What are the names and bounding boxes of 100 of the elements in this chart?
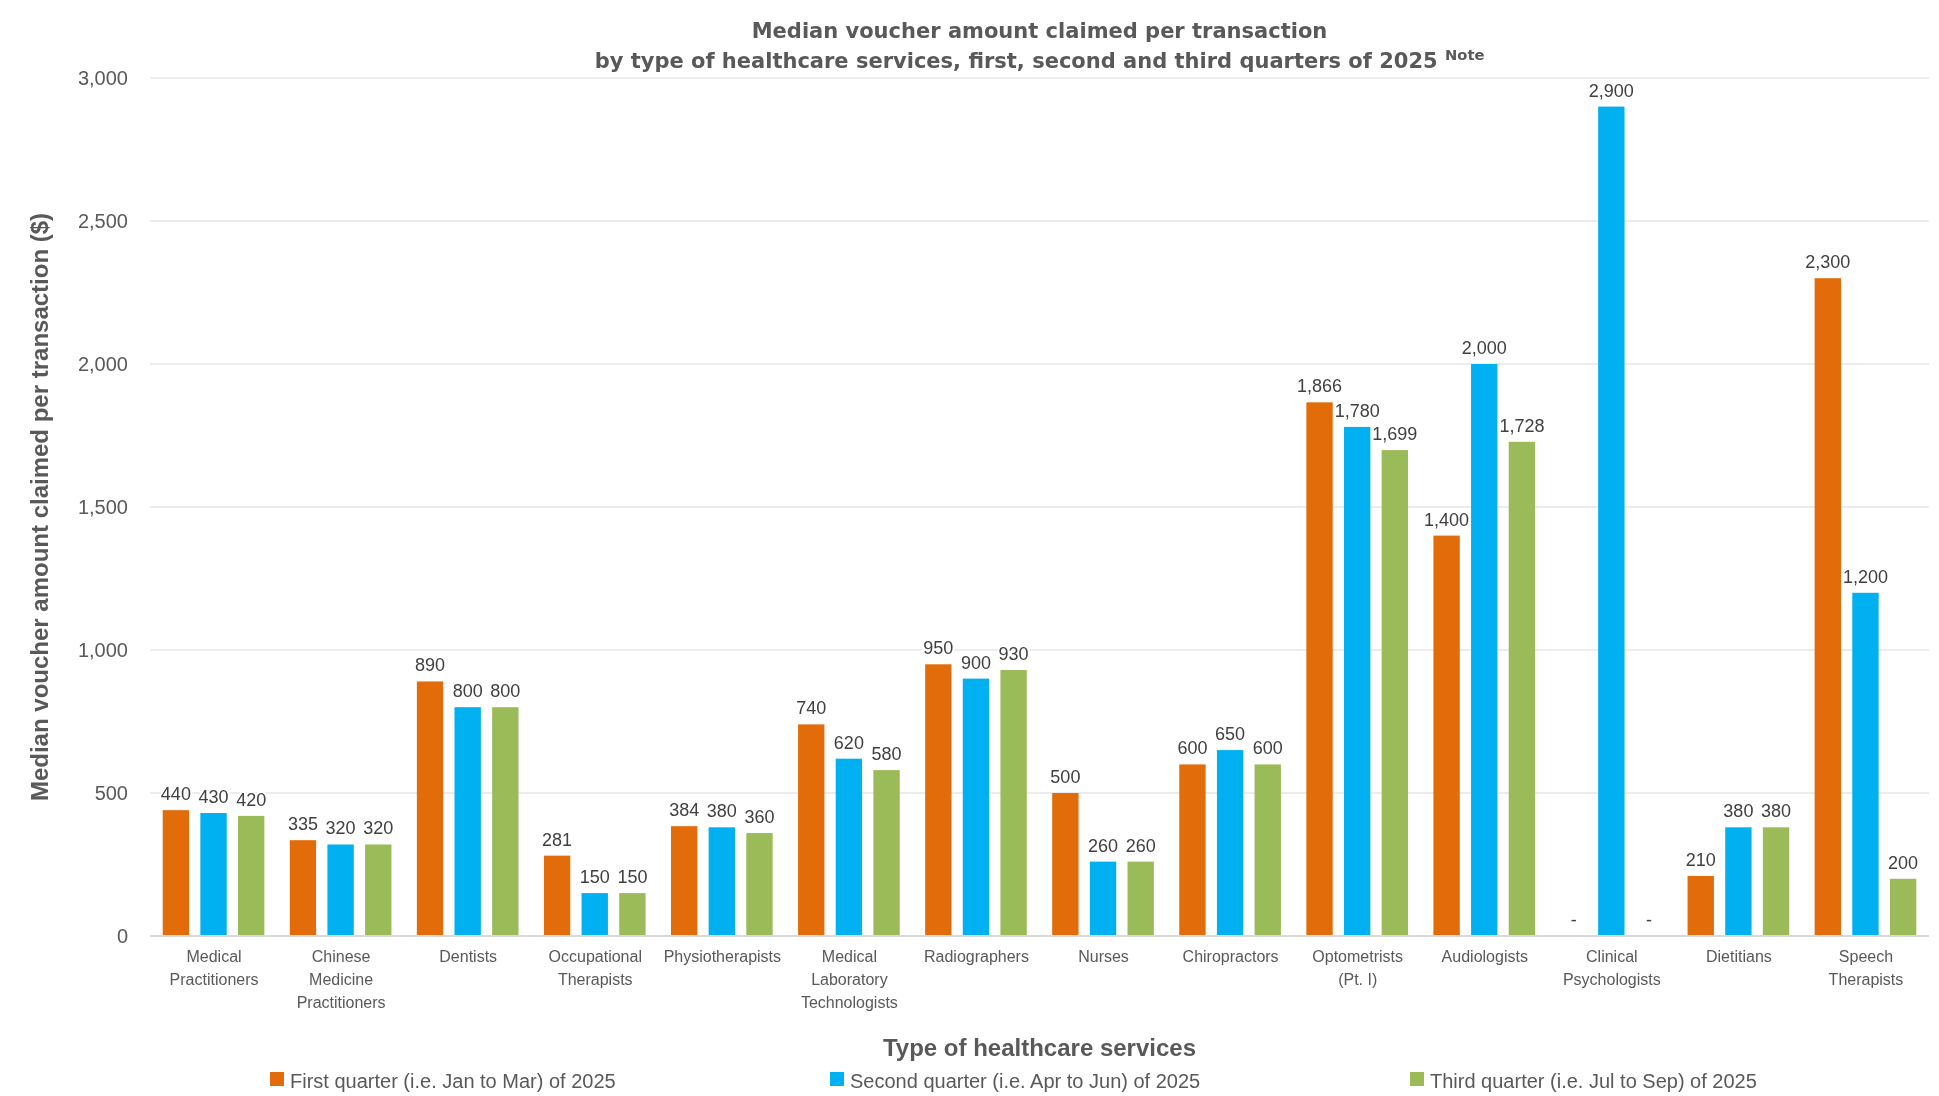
x-tick-label: Speech Therapists xyxy=(1828,948,1904,988)
bar xyxy=(835,758,863,936)
y-tick-label: 0 xyxy=(116,924,128,947)
data-label: 380 xyxy=(706,801,737,822)
data-label: 1,866 xyxy=(1297,376,1343,397)
y-tick-label: 2,000 xyxy=(77,352,128,375)
data-label: 200 xyxy=(1888,852,1919,873)
data-label: 440 xyxy=(160,784,191,805)
y-tick-label: 1,500 xyxy=(77,495,128,518)
data-label: 2,900 xyxy=(1588,80,1634,101)
bar xyxy=(1216,750,1244,936)
data-label: 360 xyxy=(744,807,775,828)
bar xyxy=(1725,827,1752,936)
data-label: 1,699 xyxy=(1372,424,1418,445)
bar xyxy=(1598,106,1625,936)
data-label: 620 xyxy=(833,732,864,753)
x-tick-label: Chinese Medicine Practitioners xyxy=(296,948,386,1011)
bar xyxy=(1889,878,1917,936)
bar xyxy=(1052,793,1079,936)
bar xyxy=(1344,426,1371,936)
data-label: 260 xyxy=(1088,835,1119,856)
data-label: 900 xyxy=(960,652,991,673)
x-tick-label: Optometrists (Pt. I) xyxy=(1312,948,1404,988)
data-label: 800 xyxy=(452,681,483,702)
bar xyxy=(162,810,190,936)
data-label: 384 xyxy=(669,800,700,821)
data-label: 890 xyxy=(415,655,446,676)
y-tick-label: 3,000 xyxy=(77,66,128,89)
bar xyxy=(1762,827,1790,936)
y-tick-label: 1,000 xyxy=(77,638,128,661)
data-label: 320 xyxy=(325,818,356,839)
data-label: 150 xyxy=(579,867,610,888)
bar xyxy=(1000,670,1027,936)
data-label: 320 xyxy=(363,818,394,839)
bar xyxy=(289,840,317,936)
bar xyxy=(1687,875,1714,936)
data-label: 950 xyxy=(923,638,954,659)
data-label: 281 xyxy=(542,829,573,850)
x-tick-label: Occupational Therapists xyxy=(548,948,642,988)
data-label: 600 xyxy=(1252,738,1283,759)
x-tick-label: Medical Practitioners xyxy=(169,948,259,988)
chart-title: Median voucher amount claimed per transaction by type of healthcare services, first, second and third quarters of 2025 $^{Note}$ xyxy=(594,19,1485,73)
bar xyxy=(798,724,825,936)
data-label: 210 xyxy=(1685,849,1716,870)
bar xyxy=(1852,592,1879,936)
bar xyxy=(365,844,392,936)
bar xyxy=(619,893,646,936)
bar xyxy=(1814,278,1841,936)
data-label: 930 xyxy=(998,644,1029,665)
x-axis-title: Type of healthcare services xyxy=(882,1034,1197,1061)
bar xyxy=(1089,861,1117,936)
bar xyxy=(1127,861,1154,936)
data-label: 500 xyxy=(1050,767,1081,787)
bar xyxy=(200,813,227,936)
data-label: 600 xyxy=(1177,738,1208,759)
bar xyxy=(416,681,444,936)
bar xyxy=(581,893,608,936)
data-label: 150 xyxy=(617,867,648,888)
bar xyxy=(1254,764,1281,936)
data-label: 740 xyxy=(796,698,827,719)
y-axis-title: Median voucher amount claimed per transaction ($) xyxy=(26,212,53,802)
data-label: 1,400 xyxy=(1424,509,1470,530)
bar xyxy=(1306,402,1333,936)
data-label: 380 xyxy=(1761,801,1792,822)
bar xyxy=(238,815,265,936)
data-label: 2,000 xyxy=(1461,338,1507,358)
y-tick-label: 500 xyxy=(94,781,128,804)
data-label: 2,300 xyxy=(1805,252,1851,273)
bar xyxy=(1433,535,1460,936)
legend-label: Third quarter (i.e. Jul to Sep) of 2025 xyxy=(1430,1070,1757,1092)
x-tick-label: Medical Laboratory Technologists xyxy=(800,948,898,1011)
x-tick-label: Audiologists xyxy=(1441,948,1528,965)
x-tick-label: Chiropractors xyxy=(1182,948,1279,965)
bar xyxy=(962,678,990,936)
text: - xyxy=(1645,910,1652,930)
bar xyxy=(1508,441,1536,936)
data-label: 420 xyxy=(236,789,267,810)
bar xyxy=(327,844,354,936)
text: - xyxy=(1570,910,1577,930)
data-label: 650 xyxy=(1215,724,1246,745)
legend-label: Second quarter (i.e. Apr to Jun) of 2025 xyxy=(850,1070,1201,1092)
data-label: 335 xyxy=(287,814,318,835)
data-label: 430 xyxy=(198,787,229,808)
data-label: 380 xyxy=(1723,801,1754,822)
data-label: 260 xyxy=(1125,835,1156,856)
bar xyxy=(925,664,952,936)
x-tick-label: Dentists xyxy=(439,948,498,965)
bar xyxy=(746,833,773,936)
x-tick-label: Nurses xyxy=(1078,948,1129,965)
data-label: 1,780 xyxy=(1334,400,1380,421)
bar xyxy=(1471,364,1498,936)
bar xyxy=(492,707,519,936)
bar xyxy=(1179,764,1206,936)
data-label: 1,728 xyxy=(1499,415,1545,436)
data-label: 580 xyxy=(871,744,902,765)
bar xyxy=(454,707,481,936)
bar xyxy=(708,827,735,936)
data-label: 800 xyxy=(490,681,521,702)
y-tick-label: 2,500 xyxy=(77,209,128,232)
x-tick-label: Dietitians xyxy=(1705,948,1772,965)
